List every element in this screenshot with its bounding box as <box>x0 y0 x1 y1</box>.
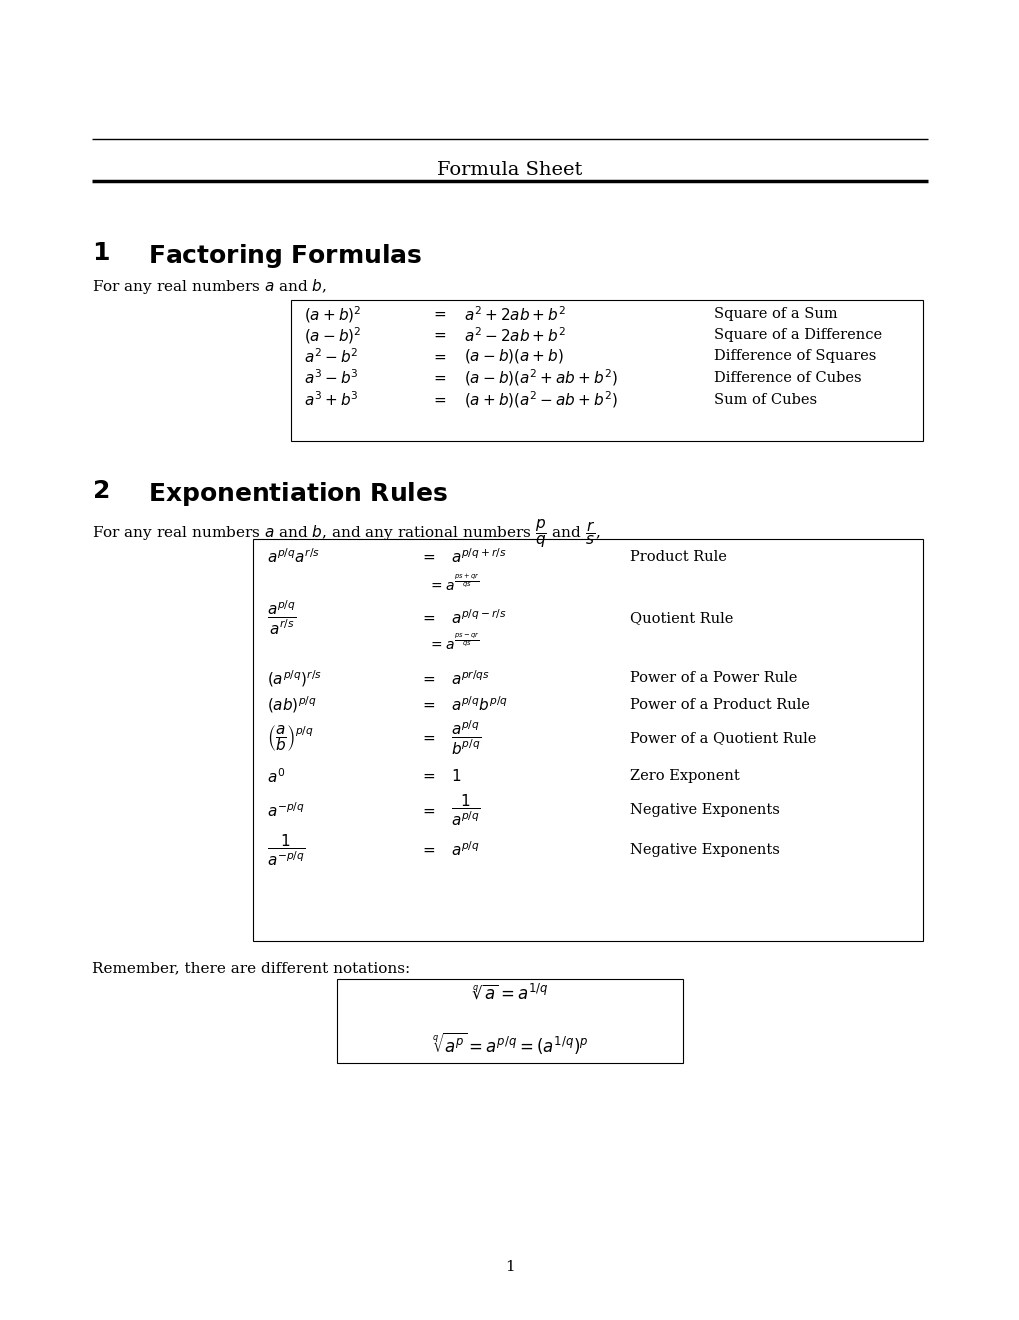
Text: $a^2+2ab+b^2$: $a^2+2ab+b^2$ <box>464 305 566 323</box>
Text: $=a^{\frac{ps-qr}{qs}}$: $=a^{\frac{ps-qr}{qs}}$ <box>428 632 480 653</box>
Text: $\left(\dfrac{a}{b}\right)^{p/q}$: $\left(\dfrac{a}{b}\right)^{p/q}$ <box>267 723 314 752</box>
Text: $=$: $=$ <box>430 393 446 407</box>
Text: $=$: $=$ <box>420 731 436 744</box>
Text: For any real numbers $a$ and $b$, and any rational numbers $\dfrac{p}{q}$ and $\: For any real numbers $a$ and $b$, and an… <box>92 517 600 550</box>
Text: $(ab)^{p/q}$: $(ab)^{p/q}$ <box>267 694 317 715</box>
Text: Remember, there are different notations:: Remember, there are different notations: <box>92 961 410 975</box>
Text: $(a-b)(a^2+ab+b^2)$: $(a-b)(a^2+ab+b^2)$ <box>464 367 618 388</box>
Text: $\dfrac{1}{a^{p/q}}$: $\dfrac{1}{a^{p/q}}$ <box>450 793 480 828</box>
Text: 1: 1 <box>504 1261 515 1274</box>
Text: $=$: $=$ <box>430 371 446 384</box>
Text: $(a+b)^2$: $(a+b)^2$ <box>304 304 361 325</box>
Text: $a^{p/q}b^{p/q}$: $a^{p/q}b^{p/q}$ <box>450 696 507 714</box>
Text: $\dfrac{a^{p/q}}{a^{r/s}}$: $\dfrac{a^{p/q}}{a^{r/s}}$ <box>267 599 297 636</box>
Text: $a^{p/q}a^{r/s}$: $a^{p/q}a^{r/s}$ <box>267 548 320 566</box>
Text: $\bf{Exponentiation\ Rules}$: $\bf{Exponentiation\ Rules}$ <box>148 480 447 508</box>
Text: Sum of Cubes: Sum of Cubes <box>713 393 816 407</box>
Text: $(a+b)(a^2-ab+b^2)$: $(a+b)(a^2-ab+b^2)$ <box>464 389 618 411</box>
Text: $(a-b)(a+b)$: $(a-b)(a+b)$ <box>464 347 564 366</box>
Text: $a^2-b^2$: $a^2-b^2$ <box>304 347 358 366</box>
Bar <box>290 300 922 441</box>
Text: Power of a Quotient Rule: Power of a Quotient Rule <box>630 731 816 744</box>
Text: $1$: $1$ <box>450 768 461 784</box>
Text: $=$: $=$ <box>420 843 436 857</box>
Text: $=$: $=$ <box>420 611 436 624</box>
Text: $a^{-p/q}$: $a^{-p/q}$ <box>267 801 305 820</box>
Text: $=$: $=$ <box>420 698 436 711</box>
Text: $a^{p/q+r/s}$: $a^{p/q+r/s}$ <box>450 548 506 566</box>
Bar <box>336 979 683 1063</box>
Text: Product Rule: Product Rule <box>630 550 727 564</box>
Text: $=$: $=$ <box>420 672 436 685</box>
Text: $a^3+b^3$: $a^3+b^3$ <box>304 391 359 409</box>
Text: Quotient Rule: Quotient Rule <box>630 611 733 624</box>
Text: $=$: $=$ <box>420 770 436 783</box>
Text: $\sqrt[q]{a^p} = a^{p/q} = (a^{1/q})^p$: $\sqrt[q]{a^p} = a^{p/q} = (a^{1/q})^p$ <box>431 1030 588 1056</box>
Text: Square of a Sum: Square of a Sum <box>713 308 837 321</box>
Text: $\bf{Factoring\ Formulas}$: $\bf{Factoring\ Formulas}$ <box>148 242 422 269</box>
Text: Power of a Power Rule: Power of a Power Rule <box>630 672 797 685</box>
Text: Negative Exponents: Negative Exponents <box>630 804 780 817</box>
Text: Zero Exponent: Zero Exponent <box>630 770 740 783</box>
Text: $=$: $=$ <box>430 350 446 363</box>
Text: $a^3-b^3$: $a^3-b^3$ <box>304 368 359 387</box>
Text: Difference of Squares: Difference of Squares <box>713 350 875 363</box>
Text: $\dfrac{a^{p/q}}{b^{p/q}}$: $\dfrac{a^{p/q}}{b^{p/q}}$ <box>450 719 481 756</box>
Text: Power of a Product Rule: Power of a Product Rule <box>630 698 809 711</box>
Text: $=a^{\frac{ps+qr}{qs}}$: $=a^{\frac{ps+qr}{qs}}$ <box>428 573 480 594</box>
Text: $\sqrt[q]{a} = a^{1/q}$: $\sqrt[q]{a} = a^{1/q}$ <box>472 983 547 1002</box>
Text: $a^{p/q}$: $a^{p/q}$ <box>450 841 479 859</box>
Text: $(a-b)^2$: $(a-b)^2$ <box>304 325 361 346</box>
Text: $=$: $=$ <box>430 329 446 342</box>
Text: $=$: $=$ <box>420 804 436 817</box>
Text: Negative Exponents: Negative Exponents <box>630 843 780 857</box>
Text: $=$: $=$ <box>430 308 446 321</box>
Text: $\bf{2}$: $\bf{2}$ <box>92 480 109 503</box>
Text: For any real numbers $a$ and $b$,: For any real numbers $a$ and $b$, <box>92 277 326 296</box>
Bar <box>253 539 922 941</box>
Text: $a^0$: $a^0$ <box>267 767 285 785</box>
Text: Square of a Difference: Square of a Difference <box>713 329 881 342</box>
Text: Difference of Cubes: Difference of Cubes <box>713 371 861 384</box>
Text: $\dfrac{1}{a^{-p/q}}$: $\dfrac{1}{a^{-p/q}}$ <box>267 833 306 867</box>
Text: $a^{pr/qs}$: $a^{pr/qs}$ <box>450 669 489 688</box>
Text: $(a^{p/q})^{r/s}$: $(a^{p/q})^{r/s}$ <box>267 668 322 689</box>
Text: $a^2-2ab+b^2$: $a^2-2ab+b^2$ <box>464 326 566 345</box>
Text: Formula Sheet: Formula Sheet <box>437 161 582 180</box>
Text: $\bf{1}$: $\bf{1}$ <box>92 242 109 264</box>
Text: $a^{p/q-r/s}$: $a^{p/q-r/s}$ <box>450 609 506 627</box>
Text: $=$: $=$ <box>420 550 436 564</box>
